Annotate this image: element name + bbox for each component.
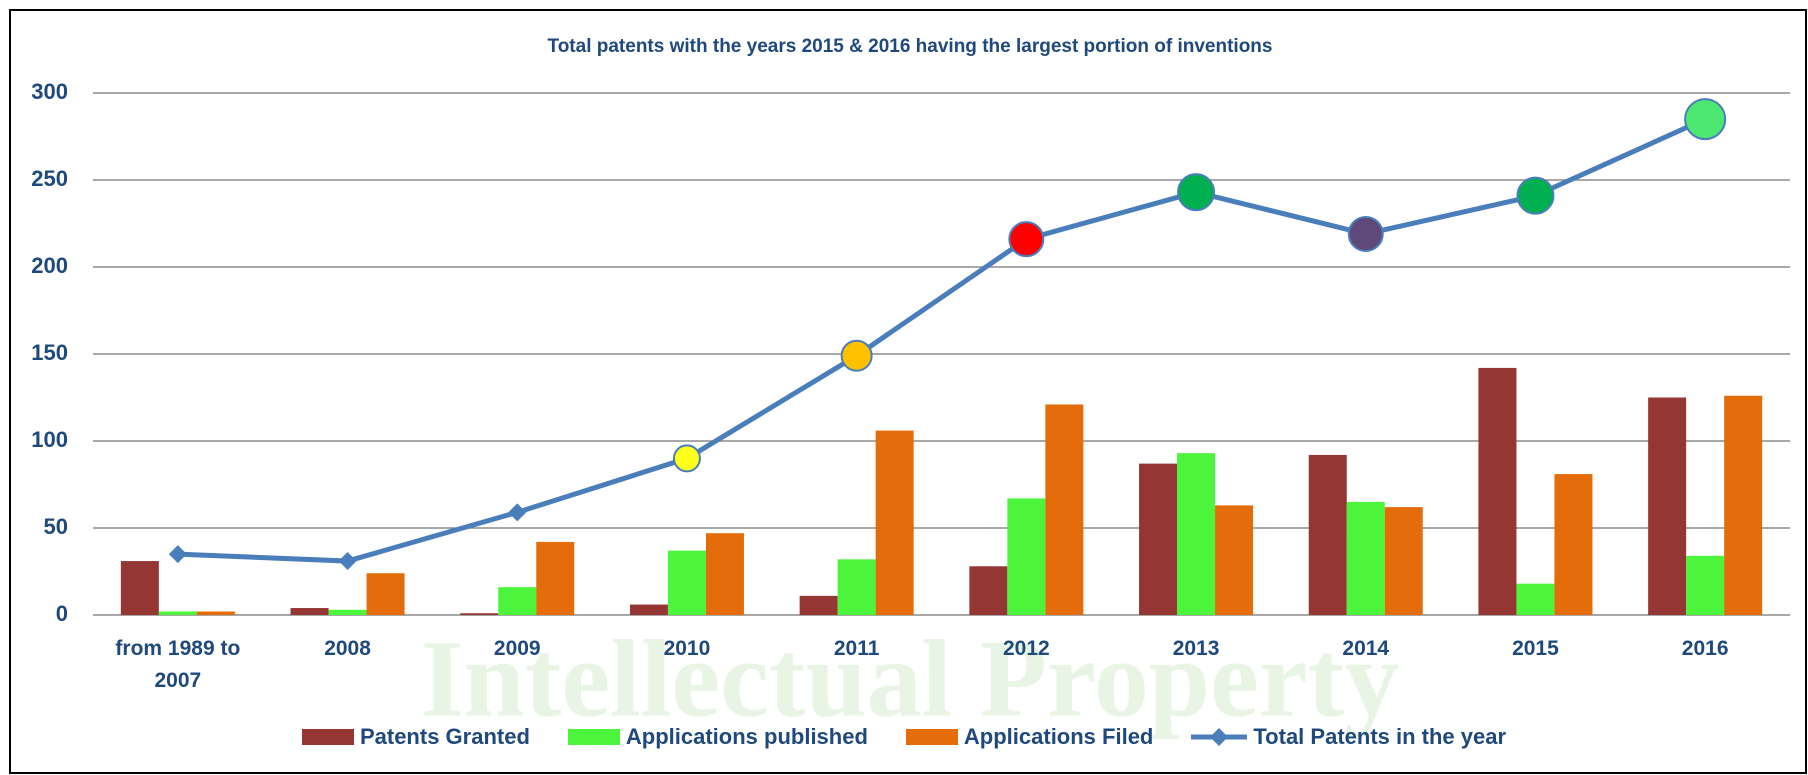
bar <box>1516 583 1555 615</box>
bar <box>1177 453 1216 615</box>
bar <box>1346 501 1385 615</box>
x-tick-label: 2012 <box>1002 637 1050 660</box>
bar <box>120 561 159 615</box>
x-tick-label: 2016 <box>1681 637 1729 660</box>
marker <box>1008 221 1045 258</box>
legend-swatch <box>1191 728 1248 746</box>
marker <box>338 552 357 571</box>
marker <box>840 339 873 372</box>
marker <box>1347 215 1384 252</box>
legend-item: Applications published <box>567 724 868 750</box>
bar <box>1384 507 1423 615</box>
bar <box>1554 474 1593 615</box>
bar <box>1686 555 1725 615</box>
x-tick-label: 2015 <box>1512 637 1559 660</box>
x-tick-label: 2011 <box>833 637 880 660</box>
legend-item: Applications Filed <box>905 724 1154 750</box>
legend-item: Total Patents in the year <box>1191 724 1506 750</box>
legend-swatch <box>301 729 354 745</box>
bar <box>536 541 575 615</box>
marker <box>672 444 701 473</box>
bar <box>1139 463 1178 615</box>
x-tick-label: 2010 <box>663 637 711 660</box>
x-tick-label: 2014 <box>1342 637 1390 660</box>
bar <box>799 595 838 615</box>
y-tick-label: 250 <box>31 166 68 191</box>
bar <box>498 587 537 615</box>
bar <box>1724 395 1763 615</box>
legend-swatch <box>567 729 620 745</box>
bar <box>837 559 876 615</box>
bar <box>629 604 668 615</box>
bar <box>667 550 706 615</box>
legend-label: Total Patents in the year <box>1253 724 1507 749</box>
watermark: Intellectual Property <box>421 617 1400 739</box>
x-tick-label: 2013 <box>1172 637 1220 660</box>
bar <box>1215 505 1254 615</box>
bar <box>1308 454 1347 615</box>
bar <box>705 533 744 615</box>
x-tick-label: 2009 <box>493 637 541 660</box>
x-tick-label: 2008 <box>324 637 371 660</box>
y-tick-label: 200 <box>31 253 68 278</box>
x-tick-label: from 1989 to 2007 <box>115 637 241 692</box>
legend-label: Applications Filed <box>963 724 1154 749</box>
y-tick-label: 0 <box>56 601 68 626</box>
marker <box>508 503 527 522</box>
bar <box>875 430 914 615</box>
legend-swatch <box>905 729 958 745</box>
bar <box>969 566 1008 615</box>
bar <box>1007 498 1046 615</box>
bar <box>366 573 405 615</box>
marker <box>1684 98 1727 141</box>
bar <box>328 609 367 615</box>
bar <box>460 613 499 615</box>
y-tick-label: 100 <box>31 427 68 452</box>
legend-label: Applications published <box>625 724 868 749</box>
bar <box>1648 397 1687 615</box>
bar <box>290 608 329 615</box>
marker <box>168 545 187 564</box>
bar <box>158 611 197 615</box>
frame <box>9 9 1807 774</box>
y-tick-label: 50 <box>44 514 68 539</box>
legend-marker <box>1210 728 1229 746</box>
legend: Patents Granted Applications published App… <box>0 724 1808 750</box>
marker <box>1516 176 1555 215</box>
marker <box>1177 173 1216 212</box>
legend-item: Patents Granted <box>301 724 530 750</box>
chart-title: Total patents with the years 2015 & 2016… <box>548 36 1273 57</box>
bar <box>196 611 235 615</box>
bar <box>1478 367 1517 615</box>
line <box>177 116 1707 564</box>
bar <box>1045 404 1084 615</box>
legend-label: Patents Granted <box>359 724 530 749</box>
y-tick-label: 150 <box>31 340 68 365</box>
y-tick-label: 300 <box>31 79 68 104</box>
